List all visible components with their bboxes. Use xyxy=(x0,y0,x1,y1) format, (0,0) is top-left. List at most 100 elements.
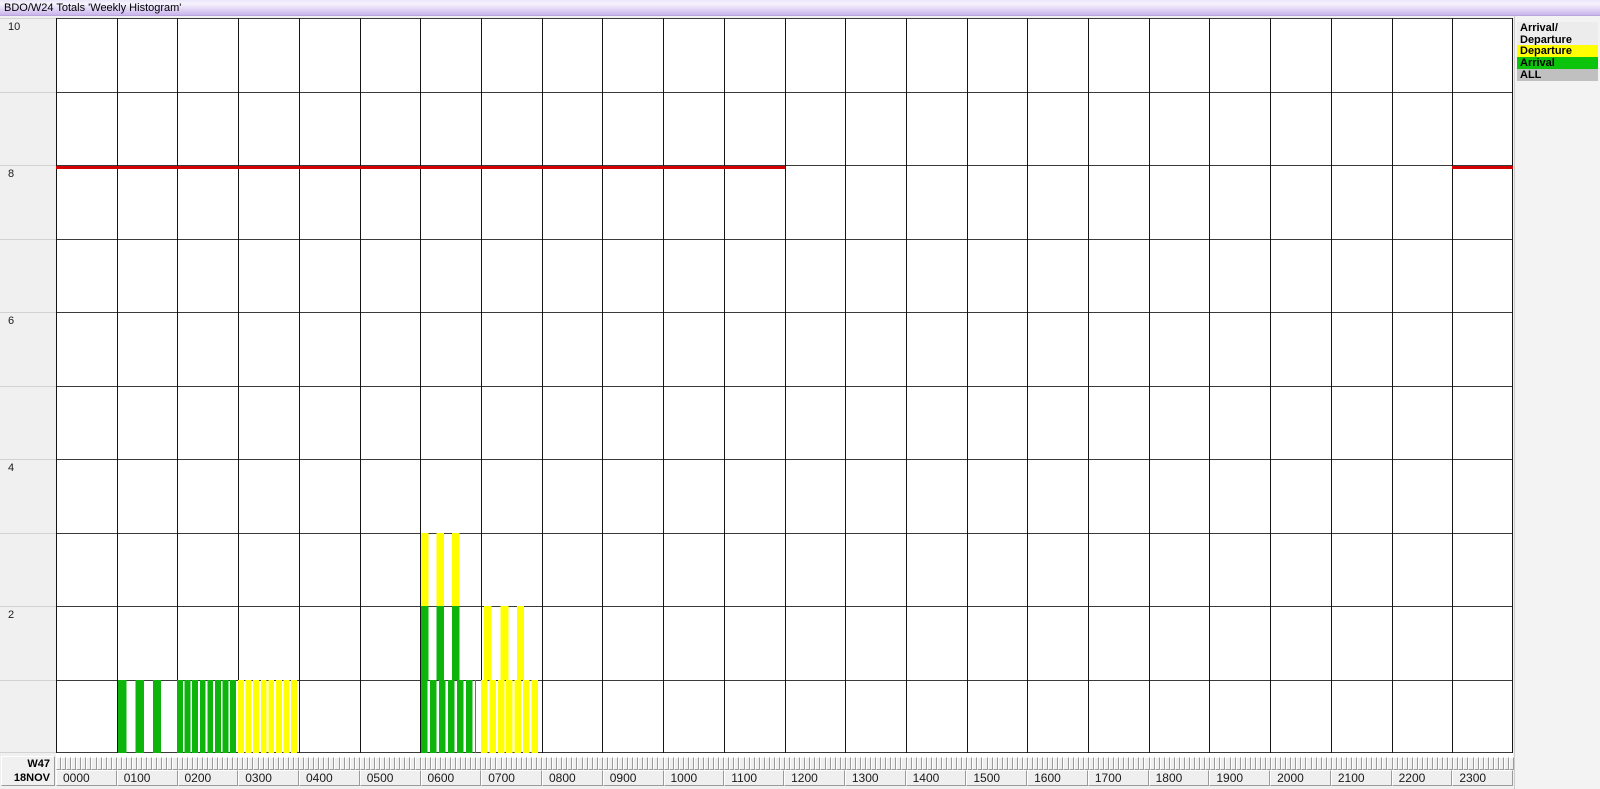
ruler-cell[interactable] xyxy=(1033,757,1039,770)
ruler-cell[interactable] xyxy=(1002,757,1008,770)
ruler-cell[interactable] xyxy=(223,757,229,770)
ruler-cell[interactable] xyxy=(658,757,664,770)
ruler-cell[interactable] xyxy=(754,757,760,770)
ruler-cell[interactable] xyxy=(1088,757,1094,770)
ruler-cell[interactable] xyxy=(212,757,218,770)
ruler-cell[interactable] xyxy=(293,757,299,770)
ruler-cell[interactable] xyxy=(374,757,380,770)
ruler-cell[interactable] xyxy=(931,757,937,770)
ruler-cell[interactable] xyxy=(597,757,603,770)
ruler-cell[interactable] xyxy=(1098,757,1104,770)
ruler-cell[interactable] xyxy=(314,757,320,770)
ruler-cell[interactable] xyxy=(116,757,122,770)
ruler-cell[interactable] xyxy=(521,757,527,770)
ruler-cell[interactable] xyxy=(1443,757,1449,770)
ruler-cell[interactable] xyxy=(1392,757,1398,770)
ruler-cell[interactable] xyxy=(192,757,198,770)
ruler-cell[interactable] xyxy=(137,757,143,770)
ruler-cell[interactable] xyxy=(1245,757,1251,770)
ruler-cell[interactable] xyxy=(1149,757,1155,770)
ruler-cell[interactable] xyxy=(1326,757,1332,770)
ruler-cell[interactable] xyxy=(1341,757,1347,770)
ruler-cell[interactable] xyxy=(612,757,618,770)
ruler-cell[interactable] xyxy=(1473,757,1479,770)
ruler-cell[interactable] xyxy=(866,757,872,770)
ruler-cell[interactable] xyxy=(1144,757,1150,770)
ruler-cell[interactable] xyxy=(1022,757,1028,770)
hour-cell[interactable]: 0200 xyxy=(177,770,239,786)
hour-cell[interactable]: 1600 xyxy=(1027,770,1088,786)
ruler-cell[interactable] xyxy=(764,757,770,770)
ruler-cell[interactable] xyxy=(1028,757,1034,770)
ruler-cell[interactable] xyxy=(526,757,532,770)
ruler-cell[interactable] xyxy=(719,757,725,770)
ruler-cell[interactable] xyxy=(709,757,715,770)
ruler-cell[interactable] xyxy=(1230,757,1236,770)
ruler-cell[interactable] xyxy=(648,757,654,770)
ruler-cell[interactable] xyxy=(1184,757,1190,770)
ruler-cell[interactable] xyxy=(1387,757,1393,770)
ruler-cell[interactable] xyxy=(1012,757,1018,770)
ruler-cell[interactable] xyxy=(704,757,710,770)
ruler-cell[interactable] xyxy=(1154,757,1160,770)
ruler-cell[interactable] xyxy=(1215,757,1221,770)
ruler-cell[interactable] xyxy=(349,757,355,770)
ruler-cell[interactable] xyxy=(299,757,305,770)
ruler-cell[interactable] xyxy=(1134,757,1140,770)
hour-cell[interactable]: 0600 xyxy=(420,770,482,786)
ruler-cell[interactable] xyxy=(815,757,821,770)
ruler-cell[interactable] xyxy=(967,757,973,770)
ruler-cell[interactable] xyxy=(1043,757,1049,770)
ruler-cell[interactable] xyxy=(1190,757,1196,770)
ruler-cell[interactable] xyxy=(536,757,542,770)
ruler-cell[interactable] xyxy=(1179,757,1185,770)
ruler-cell[interactable] xyxy=(1433,757,1439,770)
ruler-cell[interactable] xyxy=(567,757,573,770)
ruler-cell[interactable] xyxy=(1311,757,1317,770)
ruler-cell[interactable] xyxy=(1377,757,1383,770)
ruler-cell[interactable] xyxy=(395,757,401,770)
ruler-cell[interactable] xyxy=(774,757,780,770)
ruler-cell[interactable] xyxy=(380,757,386,770)
ruler-cell[interactable] xyxy=(1048,757,1054,770)
ruler-cell[interactable] xyxy=(1352,757,1358,770)
ruler-cell[interactable] xyxy=(876,757,882,770)
bar-segment-arrival[interactable] xyxy=(118,680,161,753)
ruler-cell[interactable] xyxy=(248,757,254,770)
ruler-cell[interactable] xyxy=(126,757,132,770)
ruler-cell[interactable] xyxy=(850,757,856,770)
ruler-cell[interactable] xyxy=(385,757,391,770)
ruler-cell[interactable] xyxy=(202,757,208,770)
ruler-cell[interactable] xyxy=(552,757,558,770)
ruler-cell[interactable] xyxy=(1109,757,1115,770)
ruler-cell[interactable] xyxy=(152,757,158,770)
ruler-cell[interactable] xyxy=(1478,757,1484,770)
ruler-cell[interactable] xyxy=(562,757,568,770)
ruler-cell[interactable] xyxy=(1119,757,1125,770)
ruler-cell[interactable] xyxy=(1235,757,1241,770)
hour-cell[interactable]: 1200 xyxy=(784,770,845,786)
ruler-cell[interactable] xyxy=(1463,757,1469,770)
ruler-cell[interactable] xyxy=(1078,757,1084,770)
ruler-cell[interactable] xyxy=(455,757,461,770)
ruler-cell[interactable] xyxy=(982,757,988,770)
bar-segment-arrival[interactable] xyxy=(177,680,238,753)
ruler-cell[interactable] xyxy=(607,757,613,770)
ruler-cell[interactable] xyxy=(542,757,548,770)
hour-cell[interactable]: 1400 xyxy=(905,770,967,786)
hour-cell[interactable]: 0300 xyxy=(238,770,299,786)
ruler-cell[interactable] xyxy=(577,757,583,770)
ruler-cell[interactable] xyxy=(987,757,993,770)
ruler-cell[interactable] xyxy=(673,757,679,770)
ruler-cell[interactable] xyxy=(445,757,451,770)
ruler-cell[interactable] xyxy=(1058,757,1064,770)
ruler-cell[interactable] xyxy=(871,757,877,770)
bar-segment-departure[interactable] xyxy=(421,533,460,606)
ruler-cell[interactable] xyxy=(810,757,816,770)
ruler-cell[interactable] xyxy=(288,757,294,770)
ruler-cell[interactable] xyxy=(1210,757,1216,770)
hour-cell[interactable]: 0500 xyxy=(359,770,421,786)
ruler-cell[interactable] xyxy=(860,757,866,770)
bar-segment-departure[interactable] xyxy=(238,680,299,753)
ruler-cell[interactable] xyxy=(911,757,917,770)
